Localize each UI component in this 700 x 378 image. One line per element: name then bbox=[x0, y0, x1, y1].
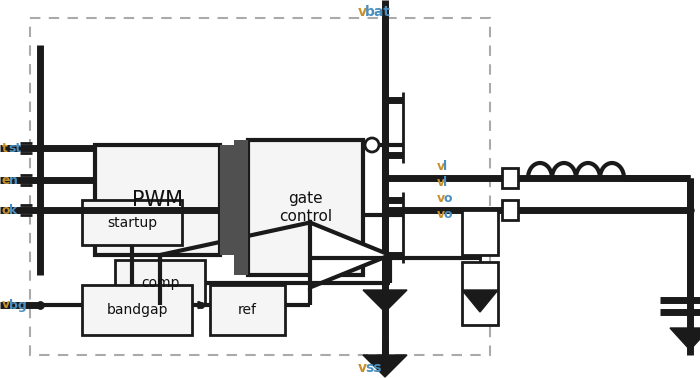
Polygon shape bbox=[363, 290, 407, 312]
Text: v: v bbox=[437, 192, 445, 204]
Text: o: o bbox=[444, 209, 452, 222]
Bar bbox=[462, 210, 498, 255]
Text: o: o bbox=[444, 192, 452, 204]
Polygon shape bbox=[462, 290, 498, 312]
Text: o: o bbox=[2, 203, 10, 217]
Text: n: n bbox=[8, 174, 18, 186]
Text: PWM: PWM bbox=[132, 190, 183, 210]
Text: ref: ref bbox=[238, 303, 257, 317]
Polygon shape bbox=[363, 355, 407, 377]
Text: bandgap: bandgap bbox=[106, 303, 168, 317]
Bar bbox=[234, 140, 248, 275]
Text: st: st bbox=[8, 141, 22, 155]
Text: e: e bbox=[2, 174, 10, 186]
Text: l: l bbox=[444, 160, 447, 172]
Bar bbox=[502, 200, 518, 220]
Bar bbox=[115, 260, 205, 305]
Bar bbox=[248, 140, 363, 275]
Bar bbox=[502, 168, 518, 188]
Text: v: v bbox=[437, 177, 445, 189]
Bar bbox=[30, 18, 490, 355]
Text: v: v bbox=[2, 299, 10, 311]
Text: bg: bg bbox=[8, 299, 27, 311]
Polygon shape bbox=[670, 328, 700, 350]
Bar bbox=[210, 285, 285, 335]
Text: startup: startup bbox=[107, 215, 157, 229]
Text: k: k bbox=[8, 203, 17, 217]
Text: l: l bbox=[444, 177, 447, 189]
Bar bbox=[220, 145, 234, 255]
Text: gate
control: gate control bbox=[279, 191, 332, 224]
Bar bbox=[462, 262, 498, 325]
Text: v: v bbox=[358, 5, 367, 19]
Text: t: t bbox=[2, 141, 8, 155]
Text: bat: bat bbox=[365, 5, 391, 19]
Text: v: v bbox=[437, 160, 445, 172]
Text: v: v bbox=[437, 209, 445, 222]
Polygon shape bbox=[310, 223, 390, 288]
Bar bbox=[95, 145, 220, 255]
Text: v: v bbox=[358, 361, 367, 375]
Text: comp: comp bbox=[141, 276, 179, 290]
Text: ss: ss bbox=[365, 361, 382, 375]
Bar bbox=[82, 200, 182, 245]
Bar bbox=[82, 285, 192, 335]
